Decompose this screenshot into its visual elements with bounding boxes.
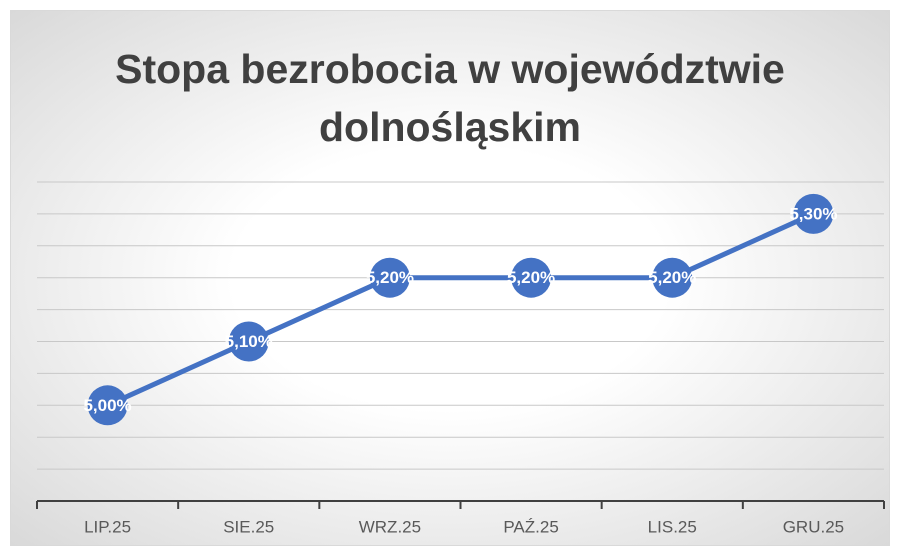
chart-title: Stopa bezrobocia w województwie dolnoślą… — [115, 46, 785, 150]
data-label: 5,20% — [507, 268, 555, 287]
data-label: 5,10% — [225, 332, 273, 351]
data-label: 5,20% — [366, 268, 414, 287]
marker — [228, 321, 269, 362]
x-tick-label: PAŹ.25 — [503, 517, 558, 536]
x-tick-label: LIS.25 — [648, 517, 697, 536]
x-tick-label: GRU.25 — [783, 517, 844, 536]
line — [106, 211, 815, 408]
marker — [511, 257, 552, 298]
marker — [793, 193, 834, 234]
data-label: 5,00% — [83, 396, 131, 415]
marker — [87, 385, 128, 426]
x-tick-label: SIE.25 — [223, 517, 274, 536]
x-tick-label: WRZ.25 — [359, 517, 421, 536]
marker — [652, 257, 693, 298]
data-label: 5,20% — [648, 268, 696, 287]
marker — [369, 257, 410, 298]
data-label: 5,30% — [789, 204, 837, 223]
x-tick-label: LIP.25 — [84, 517, 131, 536]
